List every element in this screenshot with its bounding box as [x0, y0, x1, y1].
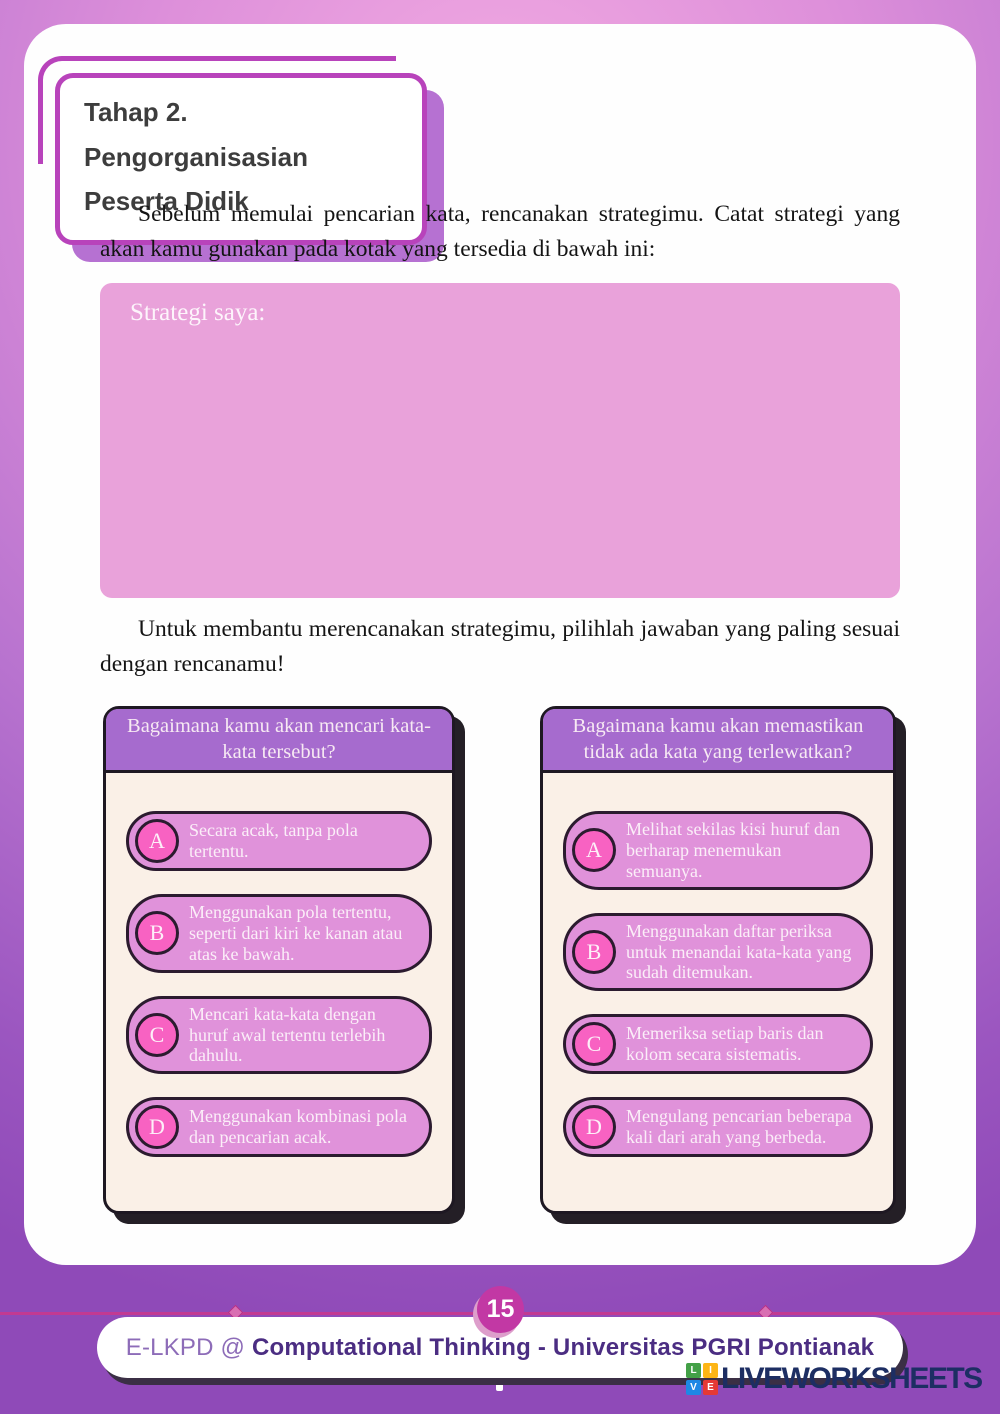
question-card-2: Bagaimana kamu akan memastikan tidak ada…: [540, 706, 896, 1214]
option-2d-text: Mengulang pencarian beberapa kali dari a…: [626, 1106, 852, 1148]
option-1a-letter-badge: A: [135, 819, 179, 863]
option-2a-text: Melihat sekilas kisi huruf dan berharap …: [626, 819, 840, 881]
liveworksheets-wordmark: LIVEWORKSHEETS: [721, 1362, 983, 1395]
footer-brand-bar: E-LKPD @ Computational Thinking - Univer…: [97, 1317, 903, 1378]
option-1b[interactable]: B Menggunakan pola tertentu, seperti dar…: [126, 894, 432, 973]
title-bracket-ornament: [38, 56, 396, 164]
question-card-2-header: Bagaimana kamu akan memastikan tidak ada…: [543, 709, 893, 773]
footer-tick-ornament: [496, 1377, 503, 1391]
strategy-answer-box[interactable]: Strategi saya:: [100, 283, 900, 598]
option-1b-text: Menggunakan pola tertentu, seperti dari …: [189, 902, 403, 964]
footer-brand-prefix: E-LKPD @: [125, 1333, 252, 1361]
option-2d-letter-badge: D: [572, 1105, 616, 1150]
option-2b-text: Menggunakan daftar periksa untuk menanda…: [626, 920, 852, 983]
title-box-frame: Tahap 2. Pengorganisasian Peserta Didik: [55, 73, 427, 246]
option-2b-letter-badge: B: [572, 929, 616, 974]
option-1a[interactable]: A Secara acak, tanpa pola tertentu.: [126, 811, 432, 871]
option-2b[interactable]: B Menggunakan daftar periksa untuk menan…: [563, 912, 873, 992]
option-1c[interactable]: C Mencari kata-kata dengan huruf awal te…: [126, 995, 432, 1075]
lw-tile-i: I: [703, 1363, 718, 1378]
liveworksheets-logo[interactable]: L I V E LIVEWORKSHEETS: [686, 1362, 983, 1396]
option-2d[interactable]: D Mengulang pencarian beberapa kali dari…: [563, 1097, 873, 1158]
footer-brand-bold: Computational Thinking - Universitas PGR…: [251, 1333, 875, 1361]
option-2c-letter-badge: C: [572, 1022, 616, 1067]
page-number-badge: 15: [477, 1286, 524, 1333]
option-1c-letter-badge: C: [135, 1012, 179, 1057]
page-title-line2: Peserta Didik: [84, 186, 249, 217]
liveworksheets-tiles-icon: L I V E: [686, 1363, 718, 1395]
footer-brand-text: E-LKPD @ Computational Thinking - Univer…: [126, 1334, 874, 1362]
title-box: Tahap 2. Pengorganisasian Peserta Didik: [38, 56, 427, 246]
lw-tile-l: L: [686, 1363, 701, 1378]
option-1b-letter-badge: B: [135, 911, 179, 956]
instruction-paragraph: Untuk membantu merencanakan strategimu, …: [100, 616, 900, 678]
option-1d[interactable]: D Menggunakan kombinasi pola dan pencari…: [126, 1097, 432, 1158]
option-2c[interactable]: C Memeriksa setiap baris dan kolom secar…: [563, 1014, 873, 1075]
option-1d-letter-badge: D: [135, 1105, 179, 1150]
question-card-1: Bagaimana kamu akan mencari kata-kata te…: [103, 706, 455, 1214]
option-2c-text: Memeriksa setiap baris dan kolom secara …: [626, 1023, 824, 1065]
question-card-1-options: A Secara acak, tanpa pola tertentu. B Me…: [106, 773, 452, 1158]
question-card-2-options: A Melihat sekilas kisi huruf dan berhara…: [543, 773, 893, 1158]
lw-tile-v: V: [686, 1380, 701, 1395]
lw-tile-e: E: [703, 1380, 718, 1395]
option-1c-text: Mencari kata-kata dengan huruf awal tert…: [189, 1003, 386, 1066]
option-1d-text: Menggunakan kombinasi pola dan pencarian…: [189, 1106, 407, 1148]
question-card-1-header: Bagaimana kamu akan mencari kata-kata te…: [106, 709, 452, 773]
option-1a-text: Secara acak, tanpa pola tertentu.: [189, 820, 358, 861]
intro-paragraph: Sebelum memulai pencarian kata, rencanak…: [100, 201, 900, 263]
option-2a-letter-badge: A: [572, 828, 616, 873]
option-2a[interactable]: A Melihat sekilas kisi huruf dan berhara…: [563, 811, 873, 890]
strategy-label: Strategi saya:: [130, 299, 266, 326]
page-title-line1: Tahap 2. Pengorganisasian: [84, 97, 308, 172]
